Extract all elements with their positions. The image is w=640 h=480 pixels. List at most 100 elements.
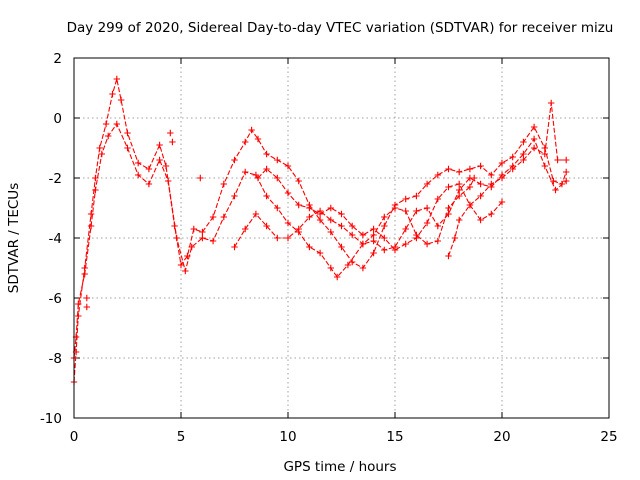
data-point xyxy=(359,264,367,272)
data-point xyxy=(248,126,255,134)
data-point xyxy=(96,144,103,152)
data-point xyxy=(306,243,313,251)
data-point xyxy=(370,249,377,257)
data-point xyxy=(316,216,324,224)
data-point xyxy=(520,156,527,164)
data-point xyxy=(327,228,334,236)
data-point xyxy=(349,222,356,230)
data-point xyxy=(338,243,345,251)
data-point xyxy=(456,168,463,176)
data-point xyxy=(135,159,142,167)
data-point xyxy=(359,240,367,248)
data-point xyxy=(477,192,484,200)
data-point xyxy=(548,99,555,107)
y-tick-label: 2 xyxy=(53,51,62,67)
data-point xyxy=(466,183,474,191)
data-point xyxy=(274,204,281,212)
data-point xyxy=(124,144,131,152)
x-tick-label: 25 xyxy=(600,429,617,445)
data-point xyxy=(254,135,262,143)
data-point xyxy=(423,240,431,248)
data-series xyxy=(70,75,570,386)
data-point xyxy=(231,192,238,200)
data-point xyxy=(165,177,172,185)
data-point xyxy=(156,156,163,164)
data-point xyxy=(124,129,131,137)
data-point xyxy=(413,234,420,242)
data-point xyxy=(220,213,227,221)
data-point xyxy=(169,138,176,146)
data-point xyxy=(87,210,95,218)
data-point xyxy=(113,120,120,128)
data-point xyxy=(327,264,334,272)
data-point xyxy=(231,243,238,251)
data-point xyxy=(92,174,99,182)
data-point xyxy=(554,156,561,164)
data-point xyxy=(530,123,538,131)
data-point xyxy=(520,138,527,146)
data-point xyxy=(381,222,388,230)
data-point xyxy=(381,213,388,221)
y-tick-label: -4 xyxy=(49,231,62,247)
data-point xyxy=(102,120,110,128)
data-point xyxy=(477,162,484,170)
data-point xyxy=(105,132,112,140)
series-track-d xyxy=(254,165,506,254)
plot-frame xyxy=(73,57,610,419)
data-point xyxy=(381,246,388,254)
data-point xyxy=(113,75,120,83)
x-tick-label: 15 xyxy=(386,429,403,445)
data-point xyxy=(370,225,377,233)
data-point xyxy=(349,231,356,239)
data-point xyxy=(254,174,262,182)
data-point xyxy=(445,204,452,212)
data-point xyxy=(509,165,516,173)
data-point xyxy=(75,300,82,308)
data-point xyxy=(242,225,249,233)
data-point xyxy=(434,237,441,245)
data-point xyxy=(182,267,189,275)
data-point xyxy=(263,192,270,200)
data-point xyxy=(284,219,292,227)
data-point xyxy=(402,240,409,248)
data-point xyxy=(466,201,474,209)
data-point xyxy=(75,312,82,320)
data-point xyxy=(306,204,313,212)
data-point xyxy=(274,234,281,242)
x-tick-label: 5 xyxy=(177,429,186,445)
data-point xyxy=(413,207,420,215)
data-point xyxy=(145,180,153,188)
data-point xyxy=(199,234,206,242)
data-point xyxy=(563,168,570,176)
data-point xyxy=(550,177,557,185)
tick-labels: 0 5 10 15 20 25 -10 -8 -6 -4 -2 0 2 xyxy=(40,51,618,445)
data-point xyxy=(477,180,484,188)
data-point xyxy=(488,210,495,218)
data-point xyxy=(402,207,409,215)
data-point xyxy=(477,216,484,224)
data-point xyxy=(391,246,399,254)
data-point xyxy=(135,171,142,179)
data-point xyxy=(173,234,180,242)
data-point xyxy=(274,174,281,182)
data-point xyxy=(190,225,197,233)
data-point xyxy=(199,228,206,236)
data-point xyxy=(338,210,345,218)
y-tick-label: -6 xyxy=(49,291,62,307)
data-point xyxy=(451,234,459,242)
data-point xyxy=(344,261,352,269)
data-point xyxy=(284,234,292,242)
data-point xyxy=(338,222,345,230)
data-point xyxy=(456,186,463,194)
data-point xyxy=(552,186,559,194)
series-track-f xyxy=(83,129,204,311)
data-point xyxy=(541,162,548,170)
data-point xyxy=(209,237,217,245)
data-point xyxy=(471,174,478,182)
data-point xyxy=(445,165,452,173)
x-tick-label: 0 xyxy=(70,429,79,445)
data-point xyxy=(402,195,409,203)
data-point xyxy=(92,186,99,194)
x-tick-label: 10 xyxy=(279,429,296,445)
data-point xyxy=(498,198,506,206)
